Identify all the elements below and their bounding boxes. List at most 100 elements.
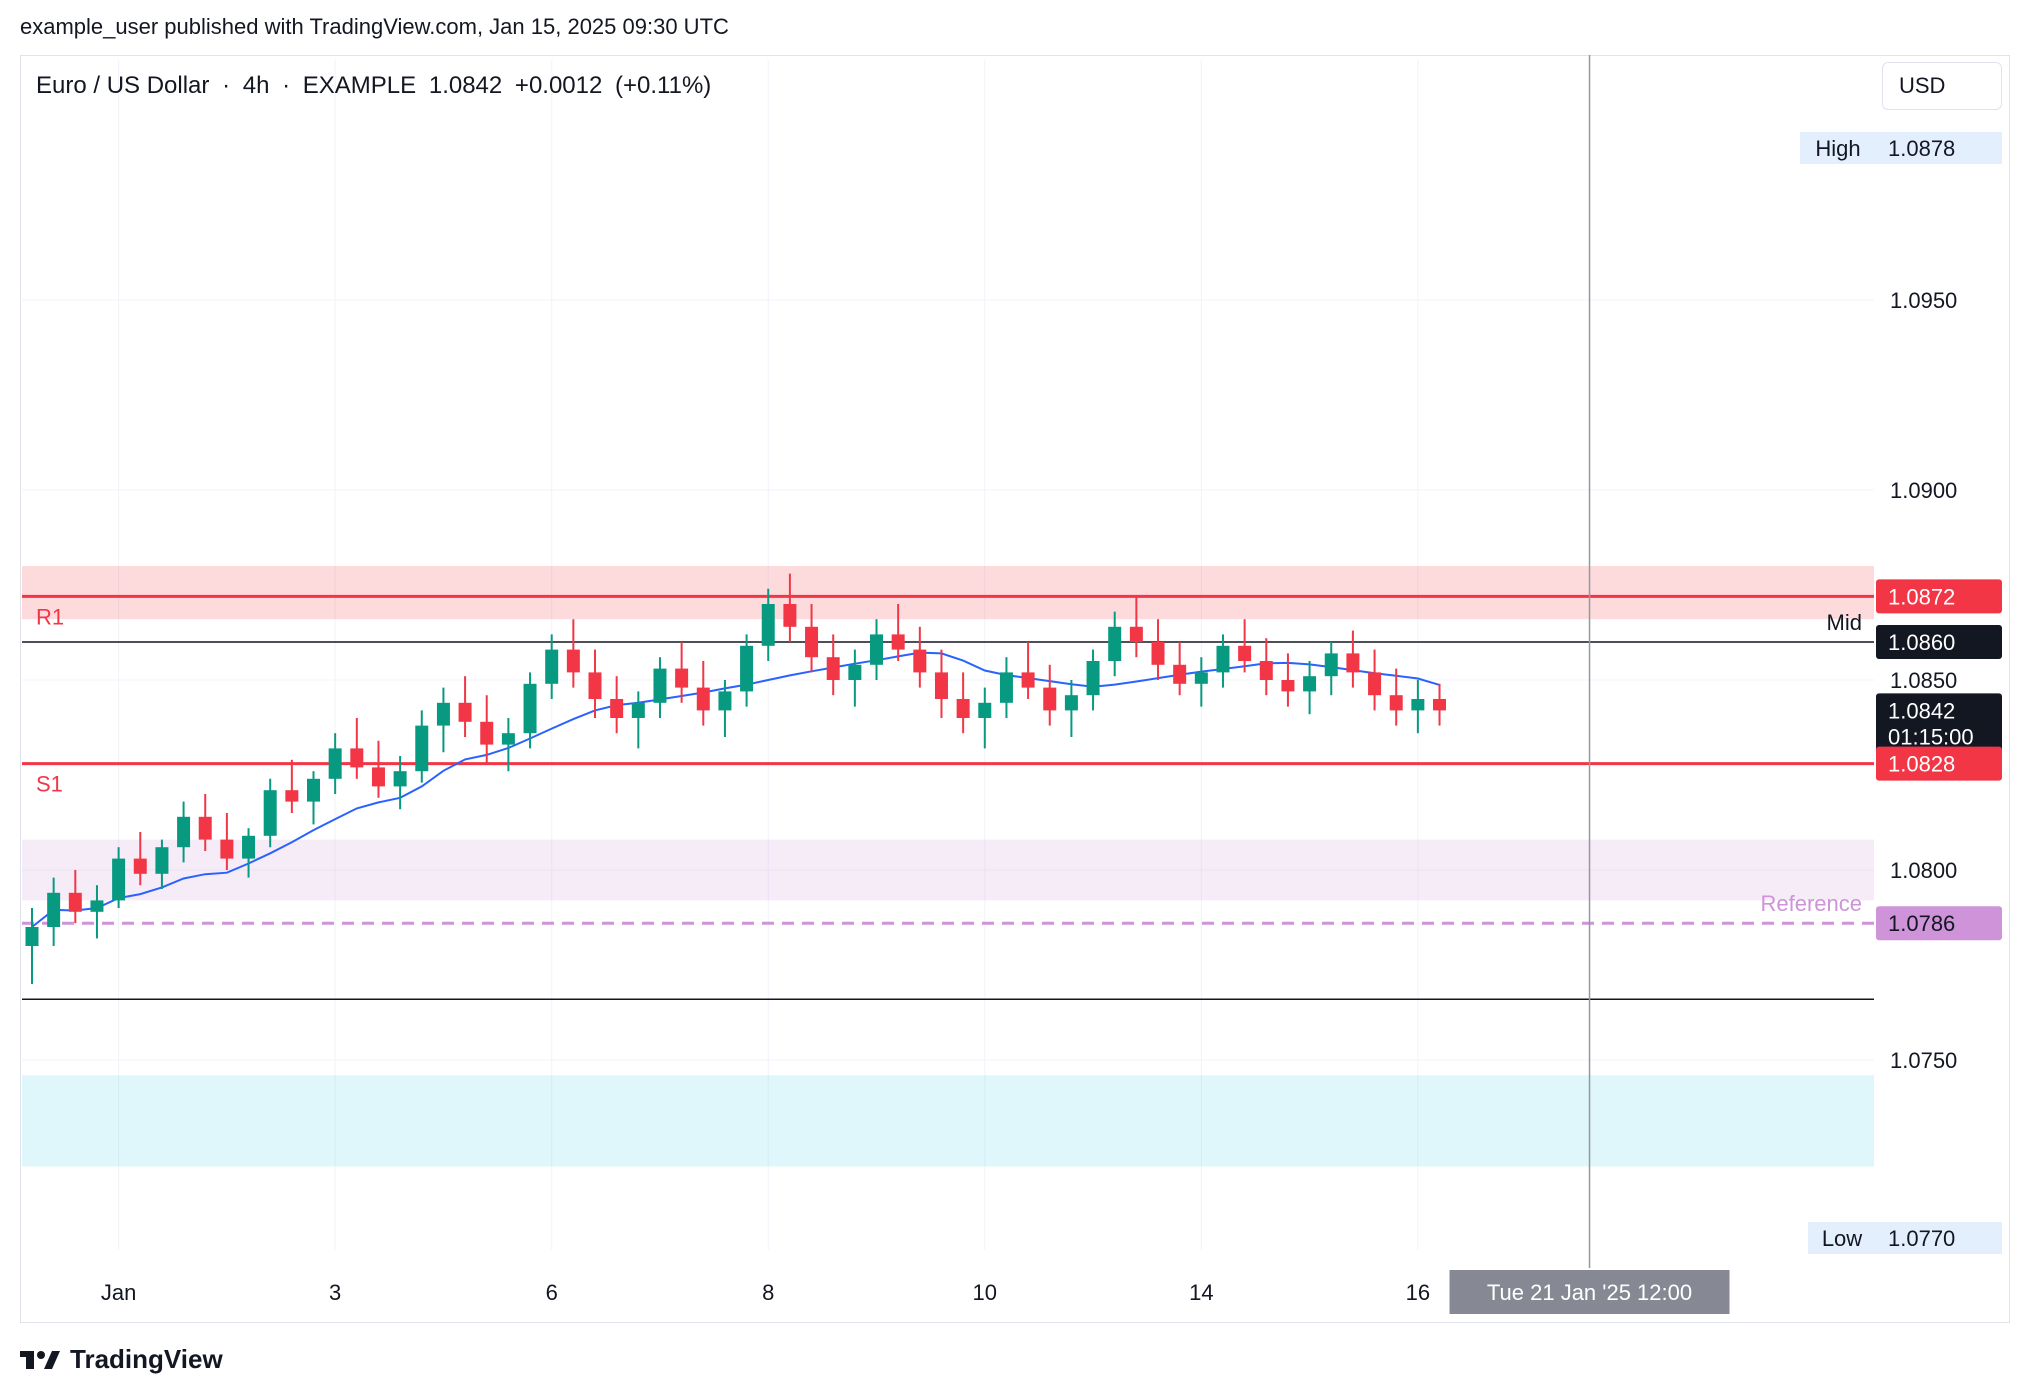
candle-body-down [1021,672,1035,688]
tradingview-brand: TradingView [70,1344,223,1374]
candle-body-up [1216,645,1230,673]
tag-reference-bg [1876,906,2002,941]
candle-body-down [783,604,797,627]
price-tick-label: 1.0900 [1890,478,1957,503]
symbol-header[interactable]: Euro / US Dollar · 4h · EXAMPLE 1.0842 +… [36,72,717,100]
candle-body-up [631,702,645,718]
candle-body-up [415,725,429,772]
candle-body-down [1238,645,1252,661]
candle-body-down [956,699,970,718]
candle-body-up [242,835,256,859]
candle-body-up [112,858,126,901]
candle-body-down [696,687,710,711]
candle-body-down [1433,699,1447,711]
candle-body-down [371,767,385,787]
candle-body-up [155,847,169,874]
tag-resistance: 1.0872 [1888,584,1955,609]
time-tick-label: Jan [101,1280,136,1305]
candle-body-up [1064,695,1078,711]
low-label: Low [1822,1226,1862,1251]
low-value: 1.0770 [1888,1226,1955,1251]
tradingview-logo[interactable]: TradingView [20,1344,223,1375]
time-marker-bg [1449,1270,1730,1314]
candle-body-down [675,668,689,688]
last-price: 1.0842 [428,72,503,99]
candle-body-up [328,748,342,779]
high-label: High [1815,136,1860,161]
tag-current-bg [1876,693,2002,754]
candle-body-down [198,816,212,840]
candle-body-down [133,858,147,874]
candle-body-up [1411,699,1425,711]
candle-body-down [934,672,948,699]
resistance-line-label: R1 [36,604,64,629]
time-axis-layer: Jan 3 6 8 10 14 16 Tue 21 Jan '25 12:00 [101,55,1730,1314]
candle-body-up [25,927,39,946]
header-separator-1: · [222,72,231,99]
candle-body-down [1389,695,1403,711]
candle-body-up [1108,626,1122,661]
high-label-bg [1800,132,1876,164]
candle-body-up [978,702,992,718]
candle-body-down [891,634,905,650]
mid-line-label: Mid [1827,610,1862,635]
candle-body-down [1346,653,1360,673]
symbol-name: Euro / US Dollar [36,72,210,99]
moving-average-layer [31,651,1440,928]
low-value-bg [1876,1222,2002,1254]
tradingview-mark-icon [20,1350,60,1369]
demand-zone [22,839,1874,901]
candle-body-up [740,645,754,692]
candle-body-down [1151,642,1165,665]
candle-body-up [436,702,450,726]
time-marker-label: Tue 21 Jan '25 12:00 [1487,1280,1692,1305]
low-label-bg [1808,1222,1876,1254]
candle-body-down [1281,680,1295,692]
candle-body-up [848,664,862,680]
chart-attribution: example_user published with TradingView.… [20,14,729,39]
levels-layer: R1 S1 Mid Reference [22,594,1874,1000]
lower-zone [22,1075,1874,1167]
candle-body-down [1043,687,1057,711]
price-tick-label: 1.0750 [1890,1048,1957,1073]
candle-body-down [913,649,927,673]
tag-support-bg [1876,746,2002,781]
candle-body-up [1303,676,1317,692]
high-value: 1.0878 [1888,136,1955,161]
interval-label[interactable]: 4h [242,72,270,99]
candle-body-up [545,649,559,684]
candle-body-up [501,733,515,745]
tag-mid-bg [1876,625,2002,659]
candle-body-up [1324,653,1338,677]
price-tick-label: 1.0800 [1890,858,1957,883]
candle-body-down [285,790,299,802]
price-tick-label: 1.0950 [1890,288,1957,313]
time-tick-label: 8 [762,1280,774,1305]
moving-average-line [31,651,1440,928]
reference-line-label: Reference [1760,891,1862,916]
candle-body-down [805,626,819,658]
candle-body-up [523,683,537,734]
price-axis-layer: 1.0950 1.0900 1.0850 1.0800 1.0750 [1890,288,1957,1073]
candle-body-up [177,816,191,848]
exchange-label: EXAMPLE [302,72,417,99]
time-tick-label: 16 [1406,1280,1430,1305]
price-change: +0.0012 [514,72,603,99]
candle-body-down [610,699,624,718]
tag-reference: 1.0786 [1888,911,1955,936]
candle-body-up [653,668,667,703]
candles-layer [25,573,1447,984]
time-tick-label: 10 [973,1280,997,1305]
candle-body-up [90,900,104,912]
currency-selector[interactable]: USD [1882,62,2002,110]
time-tick-label: 3 [329,1280,341,1305]
high-value-bg [1876,132,2002,164]
tag-resistance-bg [1876,579,2002,614]
price-tick-label: 1.0850 [1890,668,1957,693]
resistance-zone [22,566,1874,620]
candle-body-up [263,790,277,836]
tag-mid: 1.0860 [1888,630,1955,655]
time-tick-label: 6 [546,1280,558,1305]
candle-body-down [458,702,472,722]
